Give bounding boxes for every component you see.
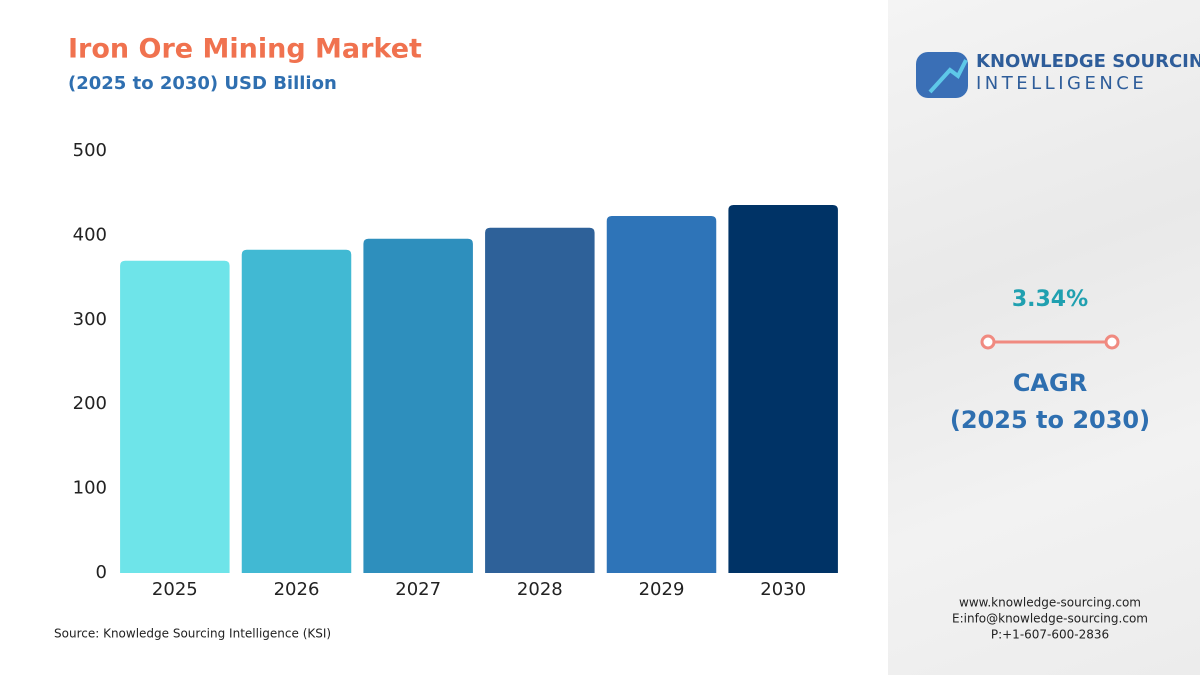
chart-subtitle: (2025 to 2030) USD Billion xyxy=(68,73,337,94)
bar xyxy=(606,215,717,573)
cagr-period: (2025 to 2030) xyxy=(950,406,1150,434)
bar xyxy=(485,227,595,573)
bar xyxy=(120,260,230,573)
contact-email: E:info@knowledge-sourcing.com xyxy=(952,612,1148,626)
x-tick-label: 2026 xyxy=(274,579,320,600)
sidebar-panel xyxy=(888,0,1200,675)
y-tick-label: 100 xyxy=(73,478,107,499)
logo-arrow xyxy=(928,59,968,94)
y-tick-label: 400 xyxy=(73,224,107,245)
y-tick-label: 500 xyxy=(73,140,107,161)
logo-icon xyxy=(916,52,968,98)
y-tick-label: 300 xyxy=(73,309,107,330)
x-tick-label: 2027 xyxy=(395,579,441,600)
cagr-dot xyxy=(980,334,996,350)
x-tick-label: 2029 xyxy=(639,579,685,600)
brand-line2: INTELLIGENCE xyxy=(976,73,1147,94)
cagr-dot xyxy=(1104,334,1120,350)
cagr-value: 3.34% xyxy=(1012,287,1088,312)
x-tick-label: 2025 xyxy=(152,579,198,600)
logo xyxy=(916,52,968,98)
contact-phone: P:+1-607-600-2836 xyxy=(991,628,1109,642)
source-note: Source: Knowledge Sourcing Intelligence … xyxy=(54,627,331,641)
chart-title: Iron Ore Mining Market xyxy=(68,34,422,65)
y-tick-label: 200 xyxy=(73,393,107,414)
bar xyxy=(241,249,352,574)
y-tick-label: 0 xyxy=(96,562,107,583)
x-tick-label: 2030 xyxy=(760,579,806,600)
cagr-label: CAGR xyxy=(1013,369,1087,397)
bar xyxy=(728,205,838,574)
contact-website: www.knowledge-sourcing.com xyxy=(959,596,1141,610)
x-tick-label: 2028 xyxy=(517,579,563,600)
bar xyxy=(363,238,473,573)
brand-line1: KNOWLEDGE SOURCING xyxy=(976,51,1200,72)
